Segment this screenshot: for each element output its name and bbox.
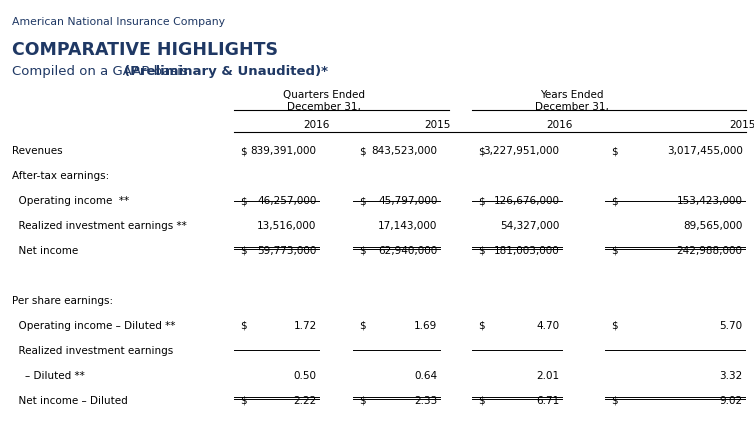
Text: $: $: [478, 396, 485, 405]
Text: Compiled on a GAAP basis: Compiled on a GAAP basis: [12, 65, 192, 78]
Text: $: $: [359, 196, 366, 206]
Text: 45,797,000: 45,797,000: [378, 196, 437, 206]
Text: 242,988,000: 242,988,000: [676, 246, 743, 256]
Text: Operating income  **: Operating income **: [12, 196, 129, 206]
Text: 6.71: 6.71: [536, 396, 559, 405]
Text: 126,676,000: 126,676,000: [493, 196, 559, 206]
Text: American National Insurance Company: American National Insurance Company: [12, 17, 225, 27]
Text: $: $: [478, 246, 485, 256]
Text: Realized investment earnings **: Realized investment earnings **: [12, 221, 187, 231]
Text: 46,257,000: 46,257,000: [257, 196, 317, 206]
Text: $: $: [240, 246, 247, 256]
Text: $: $: [611, 196, 618, 206]
Text: 13,516,000: 13,516,000: [257, 221, 317, 231]
Text: 2015: 2015: [730, 120, 754, 130]
Text: 9.02: 9.02: [719, 396, 743, 405]
Text: $: $: [359, 146, 366, 156]
Text: $: $: [611, 246, 618, 256]
Text: 3.32: 3.32: [719, 371, 743, 381]
Text: 839,391,000: 839,391,000: [250, 146, 317, 156]
Text: 0.64: 0.64: [414, 371, 437, 381]
Text: 89,565,000: 89,565,000: [683, 221, 743, 231]
Text: (Preliminary & Unaudited)*: (Preliminary & Unaudited)*: [124, 65, 328, 78]
Text: Net income – Diluted: Net income – Diluted: [12, 396, 128, 405]
Text: Operating income – Diluted **: Operating income – Diluted **: [12, 321, 176, 331]
Text: Years Ended
December 31,: Years Ended December 31,: [535, 90, 608, 112]
Text: 153,423,000: 153,423,000: [676, 196, 743, 206]
Text: 3,227,951,000: 3,227,951,000: [483, 146, 559, 156]
Text: 2.22: 2.22: [293, 396, 317, 405]
Text: 54,327,000: 54,327,000: [500, 221, 559, 231]
Text: $: $: [478, 146, 485, 156]
Text: 2.01: 2.01: [536, 371, 559, 381]
Text: 4.70: 4.70: [536, 321, 559, 331]
Text: 5.70: 5.70: [719, 321, 743, 331]
Text: 181,003,000: 181,003,000: [494, 246, 559, 256]
Text: 1.69: 1.69: [414, 321, 437, 331]
Text: $: $: [359, 396, 366, 405]
Text: $: $: [240, 196, 247, 206]
Text: 1.72: 1.72: [293, 321, 317, 331]
Text: 2.33: 2.33: [414, 396, 437, 405]
Text: $: $: [240, 321, 247, 331]
Text: 17,143,000: 17,143,000: [378, 221, 437, 231]
Text: Net income: Net income: [12, 246, 78, 256]
Text: $: $: [359, 246, 366, 256]
Text: 2015: 2015: [425, 120, 450, 130]
Text: $: $: [478, 196, 485, 206]
Text: $: $: [359, 321, 366, 331]
Text: $: $: [611, 396, 618, 405]
Text: $: $: [611, 146, 618, 156]
Text: $: $: [478, 321, 485, 331]
Text: $: $: [240, 396, 247, 405]
Text: 843,523,000: 843,523,000: [371, 146, 437, 156]
Text: 62,940,000: 62,940,000: [378, 246, 437, 256]
Text: COMPARATIVE HIGHLIGHTS: COMPARATIVE HIGHLIGHTS: [12, 41, 278, 59]
Text: After-tax earnings:: After-tax earnings:: [12, 171, 109, 181]
Text: 0.50: 0.50: [293, 371, 317, 381]
Text: Quarters Ended
December 31,: Quarters Ended December 31,: [284, 90, 365, 112]
Text: $: $: [240, 146, 247, 156]
Text: 59,773,000: 59,773,000: [257, 246, 317, 256]
Text: $: $: [611, 321, 618, 331]
Text: 3,017,455,000: 3,017,455,000: [667, 146, 743, 156]
Text: Realized investment earnings: Realized investment earnings: [12, 346, 173, 356]
Text: – Diluted **: – Diluted **: [12, 371, 84, 381]
Text: Per share earnings:: Per share earnings:: [12, 296, 113, 306]
Text: 2016: 2016: [547, 120, 572, 130]
Text: 2016: 2016: [304, 120, 329, 130]
Text: Revenues: Revenues: [12, 146, 63, 156]
